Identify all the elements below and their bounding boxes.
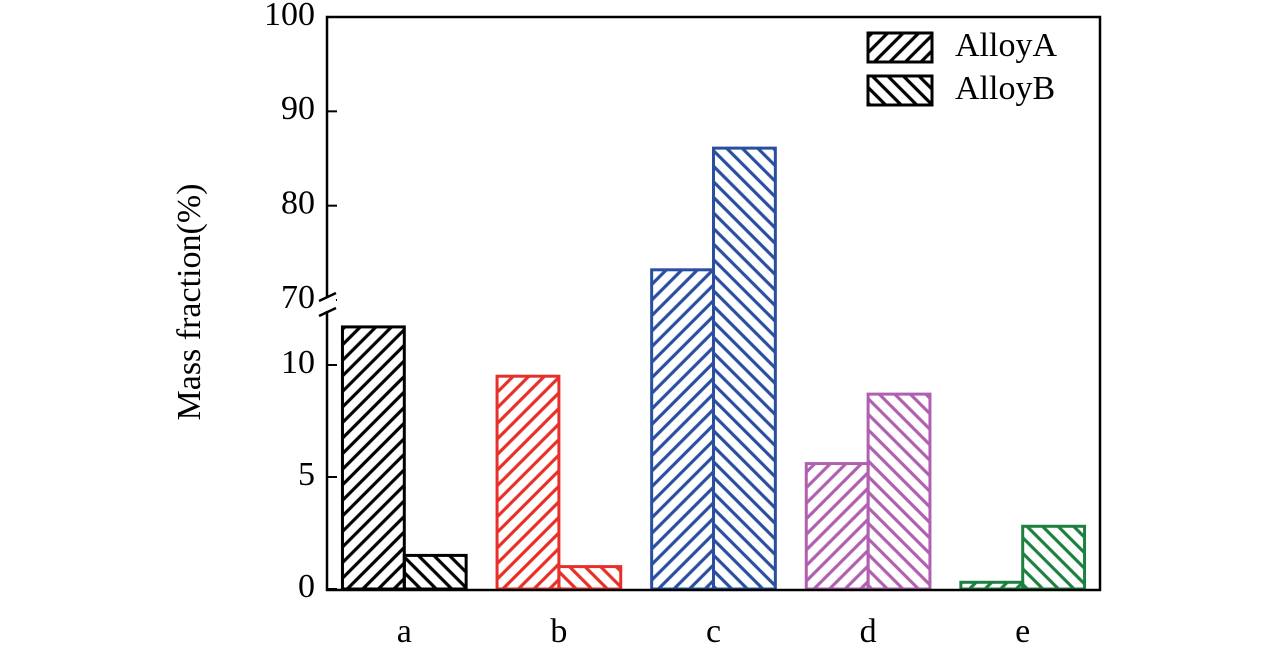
bar [557, 565, 623, 591]
plot-area: 0 5 10 70 80 90 100 a b c d e AlloyA AlloyB [264, 0, 1087, 650]
x-tick-label: c [706, 613, 721, 650]
bar [712, 146, 777, 591]
legend-swatch [866, 74, 934, 107]
x-tick-label: d [860, 613, 877, 650]
y-tick-label: 80 [281, 184, 315, 221]
bar [402, 553, 468, 591]
bar [650, 268, 715, 591]
bar [804, 462, 870, 591]
axis-break-mark [318, 291, 337, 303]
axis-break-mark [318, 306, 337, 318]
x-tick-label: e [1015, 613, 1030, 650]
y-axis-label: Mass fraction(%) [171, 184, 208, 421]
legend-label: AlloyA [955, 27, 1057, 64]
bar [340, 325, 406, 591]
y-tick-label: 0 [298, 568, 315, 605]
axis-break-gap [318, 298, 336, 311]
y-tick-label: 5 [298, 456, 315, 493]
bar [495, 374, 561, 591]
x-tick-label: a [397, 613, 412, 650]
y-tick-label: 100 [264, 0, 315, 33]
y-tick-label: 70 [281, 279, 315, 316]
y-tick-label: 90 [281, 90, 315, 127]
bar [866, 392, 932, 591]
bar [959, 580, 1025, 591]
y-tick-label: 10 [281, 344, 315, 381]
bar [1021, 524, 1087, 591]
legend-label: AlloyB [955, 70, 1055, 107]
legend-swatch [866, 31, 934, 64]
x-tick-label: b [550, 613, 567, 650]
